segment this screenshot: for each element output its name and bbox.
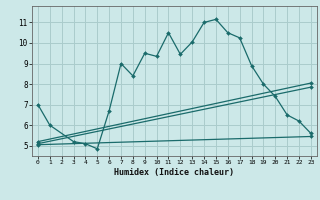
X-axis label: Humidex (Indice chaleur): Humidex (Indice chaleur)	[115, 168, 234, 177]
